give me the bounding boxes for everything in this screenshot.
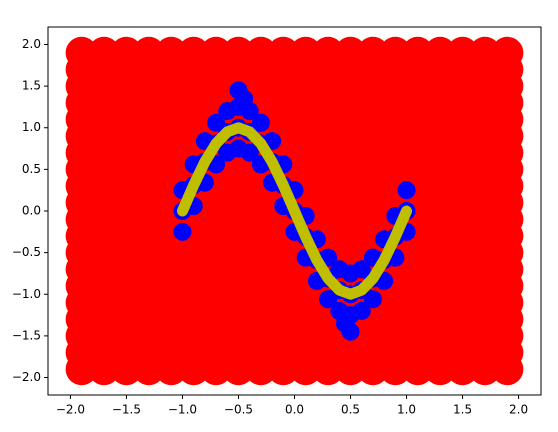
point	[424, 36, 457, 69]
y-tick-label: 2.0	[22, 37, 41, 51]
y-tick-label: 0.0	[22, 204, 41, 218]
line	[176, 122, 413, 300]
point	[334, 36, 367, 69]
y-tick-label: −1.5	[12, 328, 41, 342]
x-tick-label: −1.0	[168, 403, 197, 417]
point	[200, 36, 233, 69]
y-tick-label: 1.5	[22, 79, 41, 93]
point	[155, 36, 188, 69]
x-tick-label: 2.0	[509, 403, 528, 417]
point	[173, 222, 192, 241]
point	[312, 36, 345, 69]
y-tick-label: −0.5	[12, 245, 41, 259]
y-tick-label: −1.0	[12, 287, 41, 301]
point	[222, 36, 255, 69]
point	[177, 36, 210, 69]
x-tick-label: 0.0	[285, 403, 304, 417]
point	[88, 36, 121, 69]
point	[491, 36, 524, 69]
point	[110, 36, 143, 69]
point	[379, 36, 412, 69]
x-tick-label: 0.5	[341, 403, 360, 417]
y-tick-label: 1.0	[22, 120, 41, 134]
x-tick-label: 1.5	[453, 403, 472, 417]
axes: −2.0 −1.5 −1.0 −0.5 0.0 0.5 1.0 1.5 2.0 −2.0 −1.5 −…	[12, 26, 542, 417]
point	[352, 301, 371, 320]
point	[132, 36, 165, 69]
point	[397, 181, 416, 200]
y-tick-label: −2.0	[12, 370, 41, 384]
x-tick-label: −2.0	[56, 403, 85, 417]
x-tick-label: −1.5	[112, 403, 141, 417]
point	[244, 36, 277, 69]
point	[446, 36, 479, 69]
x-tick-label: 1.0	[397, 403, 416, 417]
point	[335, 314, 354, 333]
plot-area	[65, 36, 524, 386]
x-tick-label: −0.5	[224, 403, 253, 417]
y-tick-label: 0.5	[22, 162, 41, 176]
point	[235, 89, 254, 108]
point	[356, 36, 389, 69]
point	[401, 36, 434, 69]
point	[251, 113, 270, 132]
point	[267, 36, 300, 69]
point	[363, 290, 382, 309]
point	[468, 36, 501, 69]
point	[289, 36, 322, 69]
point	[65, 36, 98, 69]
